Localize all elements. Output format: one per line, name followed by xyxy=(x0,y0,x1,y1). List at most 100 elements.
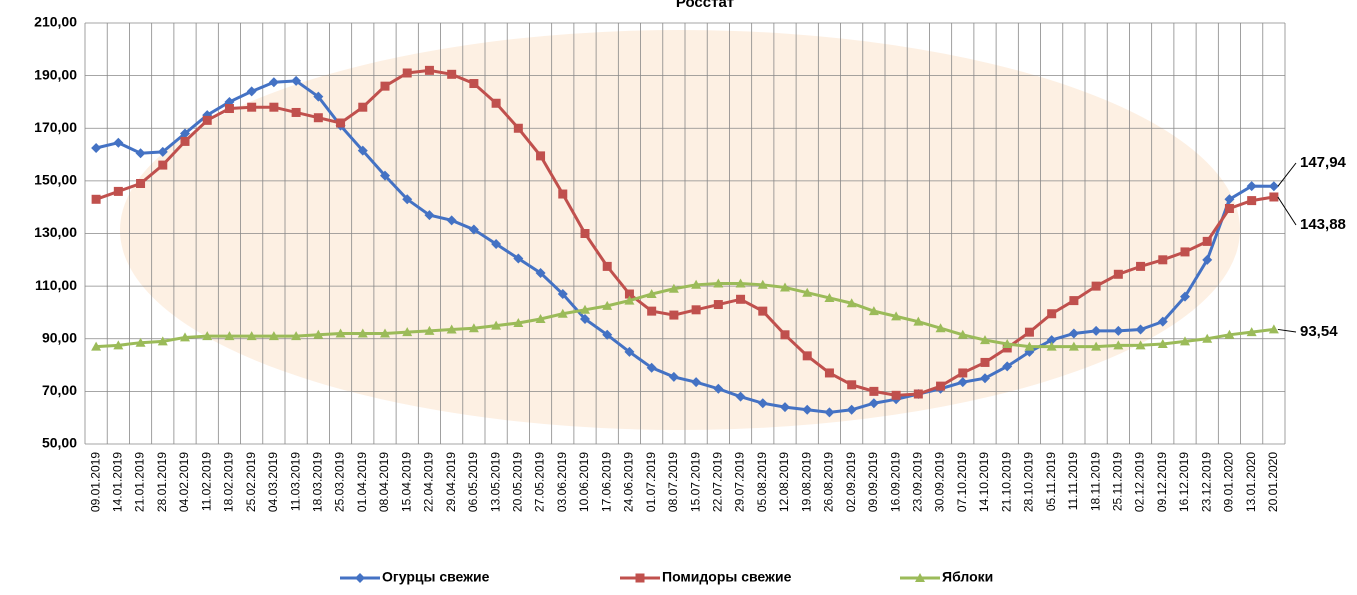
chart-title: Росстат xyxy=(676,0,734,11)
marker xyxy=(958,368,967,377)
x-tick-label: 24.06.2019 xyxy=(622,452,636,512)
marker xyxy=(381,82,390,91)
marker xyxy=(469,79,478,88)
y-tick-label: 110,00 xyxy=(35,277,77,293)
marker xyxy=(1047,309,1056,318)
value-label: 143,88 xyxy=(1300,216,1346,233)
marker xyxy=(1247,196,1256,205)
leader-line xyxy=(1278,329,1296,332)
y-tick-label: 50,00 xyxy=(42,435,77,451)
marker xyxy=(358,103,367,112)
marker xyxy=(136,148,146,158)
legend-label: Огурцы свежие xyxy=(382,569,490,585)
y-tick-label: 210,00 xyxy=(34,14,77,30)
marker xyxy=(636,574,645,583)
x-tick-label: 09.09.2019 xyxy=(866,452,880,512)
x-tick-label: 23.09.2019 xyxy=(911,452,925,512)
x-tick-label: 18.03.2019 xyxy=(311,452,325,512)
x-tick-label: 09.12.2019 xyxy=(1155,452,1169,512)
marker xyxy=(113,138,123,148)
marker xyxy=(825,368,834,377)
x-tick-label: 21.01.2019 xyxy=(133,452,147,512)
x-tick-label: 12.08.2019 xyxy=(777,452,791,512)
marker xyxy=(603,262,612,271)
x-tick-label: 22.07.2019 xyxy=(711,452,725,512)
x-tick-label: 10.06.2019 xyxy=(577,452,591,512)
chart: Росстат 50,0070,0090,00110,00130,00150,0… xyxy=(0,0,1357,590)
x-tick-label: 14.10.2019 xyxy=(977,452,991,512)
x-tick-label: 07.10.2019 xyxy=(955,452,969,512)
x-tick-label: 25.11.2019 xyxy=(1111,452,1125,511)
x-tick-label: 08.07.2019 xyxy=(666,452,680,512)
x-tick-label: 16.09.2019 xyxy=(888,452,902,512)
marker xyxy=(247,103,256,112)
marker xyxy=(536,151,545,160)
marker xyxy=(314,113,323,122)
x-tick-label: 03.06.2019 xyxy=(555,452,569,512)
x-tick-label: 06.05.2019 xyxy=(466,452,480,512)
x-tick-label: 04.03.2019 xyxy=(266,452,280,512)
marker xyxy=(355,573,365,583)
x-tick-label: 18.02.2019 xyxy=(222,452,236,512)
marker xyxy=(425,66,434,75)
marker xyxy=(181,137,190,146)
marker xyxy=(1269,181,1279,191)
x-tick-label: 21.10.2019 xyxy=(999,452,1013,512)
x-tick-label: 23.12.2019 xyxy=(1199,452,1213,512)
marker xyxy=(336,118,345,127)
y-tick-label: 150,00 xyxy=(34,172,77,188)
marker xyxy=(1203,237,1212,246)
marker xyxy=(936,382,945,391)
x-tick-label: 09.01.2019 xyxy=(88,452,102,512)
marker xyxy=(869,387,878,396)
marker xyxy=(447,70,456,79)
x-tick-label: 11.03.2019 xyxy=(288,452,302,511)
x-tick-label: 25.02.2019 xyxy=(244,452,258,512)
legend-label: Помидоры свежие xyxy=(662,569,792,585)
marker xyxy=(714,300,723,309)
marker xyxy=(803,351,812,360)
y-tick-label: 170,00 xyxy=(34,119,77,135)
marker xyxy=(92,195,101,204)
marker xyxy=(847,380,856,389)
x-tick-label: 28.10.2019 xyxy=(1022,452,1036,512)
marker xyxy=(781,330,790,339)
legend-label: Яблоки xyxy=(942,569,993,585)
marker xyxy=(558,190,567,199)
x-tick-label: 08.04.2019 xyxy=(377,452,391,512)
marker xyxy=(1114,270,1123,279)
x-tick-label: 04.02.2019 xyxy=(177,452,191,512)
x-tick-label: 16.12.2019 xyxy=(1177,452,1191,512)
x-tick-label: 26.08.2019 xyxy=(822,452,836,512)
x-tick-label: 02.12.2019 xyxy=(1133,452,1147,512)
x-tick-label: 11.02.2019 xyxy=(199,452,213,511)
marker xyxy=(1269,192,1278,201)
x-tick-label: 05.11.2019 xyxy=(1044,452,1058,511)
y-tick-label: 90,00 xyxy=(42,329,77,345)
x-tick-label: 05.08.2019 xyxy=(755,452,769,512)
marker xyxy=(114,187,123,196)
marker xyxy=(1181,247,1190,256)
x-tick-label: 01.04.2019 xyxy=(355,452,369,512)
marker xyxy=(892,391,901,400)
marker xyxy=(514,124,523,133)
leader-line xyxy=(1278,197,1296,225)
marker xyxy=(758,307,767,316)
marker xyxy=(292,108,301,117)
x-tick-label: 30.09.2019 xyxy=(933,452,947,512)
x-tick-label: 13.05.2019 xyxy=(488,452,502,512)
marker xyxy=(736,295,745,304)
x-tick-label: 17.06.2019 xyxy=(599,452,613,512)
x-tick-label: 20.05.2019 xyxy=(511,452,525,512)
x-tick-label: 18.11.2019 xyxy=(1088,452,1102,511)
marker xyxy=(225,104,234,113)
marker xyxy=(1092,282,1101,291)
marker xyxy=(136,179,145,188)
x-tick-label: 15.07.2019 xyxy=(688,452,702,512)
x-tick-label: 15.04.2019 xyxy=(399,452,413,512)
x-tick-label: 20.01.2020 xyxy=(1266,452,1280,512)
watermark xyxy=(120,30,1240,430)
x-tick-label: 19.08.2019 xyxy=(799,452,813,512)
marker xyxy=(403,68,412,77)
marker xyxy=(492,99,501,108)
